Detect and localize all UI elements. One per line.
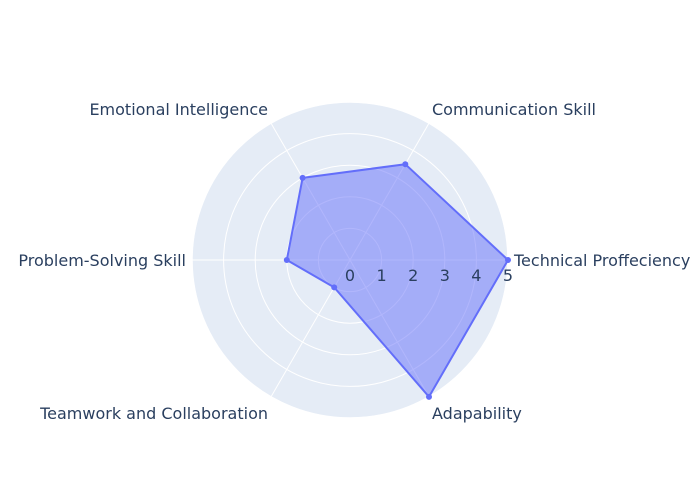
radial-tick-label-0: 0 [345, 266, 355, 285]
data-point-emotional-intelligence [299, 174, 306, 181]
axis-label-problem-solving-skill: Problem-Solving Skill [18, 251, 186, 270]
radial-tick-label-5: 5 [503, 266, 513, 285]
data-point-communication-skill [402, 161, 409, 168]
axis-label-communication-skill: Communication Skill [432, 100, 596, 119]
data-point-problem-solving-skill [283, 257, 290, 263]
radial-tick-label-1: 1 [377, 266, 387, 285]
data-point-technical-proffeciency [505, 257, 511, 263]
axis-label-technical-proffeciency: Technical Proffeciency [513, 251, 690, 270]
radial-tick-label-3: 3 [440, 266, 450, 285]
data-point-adapability [426, 393, 432, 400]
radial-tick-label-4: 4 [471, 266, 481, 285]
axis-label-teamwork-and-collaboration: Teamwork and Collaboration [39, 404, 268, 423]
axis-label-adapability: Adapability [432, 404, 522, 423]
data-point-teamwork-and-collaboration [331, 284, 338, 291]
axis-label-emotional-intelligence: Emotional Intelligence [89, 100, 268, 119]
radial-tick-label-2: 2 [408, 266, 418, 285]
